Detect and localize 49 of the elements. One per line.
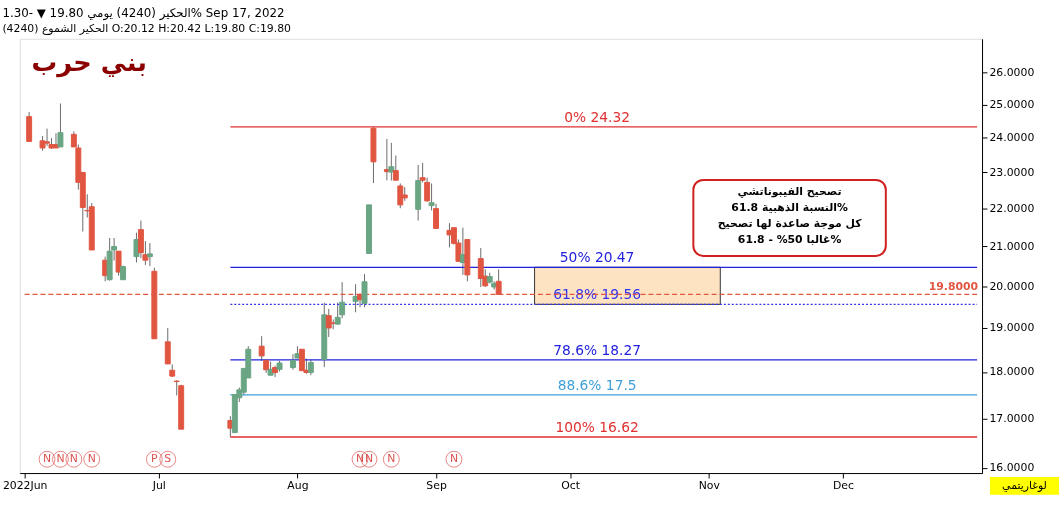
y-tick-label: 18.0000 [989, 365, 1035, 379]
ref-line-label: 0% 24.32 [564, 109, 631, 125]
annotation: N [42, 452, 52, 466]
annotation: N [449, 452, 458, 466]
annotation: N [387, 452, 396, 466]
y-tick-label: 24.0000 [989, 131, 1035, 145]
y-tick-label: 23.0000 [989, 165, 1035, 179]
x-tick-label: Aug [287, 479, 309, 493]
annotation: N [69, 452, 78, 466]
chart-title: الحكير (4240) يومي 19.80 ▼ -1.30% Sep 17, 2022 [2, 6, 285, 22]
annotation: بني حرب [31, 47, 147, 79]
candlestick [388, 142, 395, 182]
ref-line-label: 78.6% 18.27 [553, 341, 641, 358]
annotation: N [87, 452, 96, 466]
annotation: P [151, 452, 159, 466]
ref-line-label: 19.8000 [928, 280, 979, 294]
annotation: N [56, 452, 65, 466]
x-tick-label: Dec [832, 479, 854, 493]
candlestick [298, 348, 305, 372]
x-tick-label: Oct [561, 479, 581, 493]
y-tick-label: 17.0000 [989, 412, 1035, 426]
annotation: S [164, 452, 172, 466]
chart-subtitle: الحكير الشموع (4240) O:20.12 H:20.42 L:19.80 C:19.80 [2, 21, 292, 35]
y-tick-label: 26.0000 [989, 65, 1035, 79]
candlestick [258, 335, 265, 362]
y-tick-label: 16.0000 [989, 461, 1035, 475]
x-tick-label: 2022Jun [2, 479, 48, 493]
annotation: N [364, 452, 374, 466]
annotation: N [355, 452, 365, 466]
candlestick [352, 283, 359, 313]
y-tick-label: 21.0000 [989, 239, 1035, 253]
y-tick-label: 19.0000 [989, 321, 1035, 335]
y-tick-label: 20.0000 [989, 279, 1035, 293]
candlestick [57, 103, 64, 148]
y-tick-label: 25.0000 [989, 97, 1035, 111]
x-tick-label: Jul [151, 479, 166, 493]
candlestick [290, 353, 296, 371]
ref-line-label: 50% 20.47 [559, 249, 635, 266]
x-tick-label: Sep [426, 479, 447, 493]
ref-line-label: 88.6% 17.5 [557, 377, 637, 394]
y-tick-label: 22.0000 [989, 202, 1035, 216]
candlestick [146, 242, 153, 267]
ref-line-label: 61.8% 19.56 [553, 286, 641, 303]
text: لوغاريتمي [1002, 478, 1047, 492]
candlestick [428, 182, 435, 211]
x-tick-label: Nov [698, 479, 721, 493]
annotation: تصحيح الفيبوناتشي النسبة الذهبية 61.8% كل موجة صاعدة لها تصحيح غالبا 50% - 61.8% [717, 185, 863, 246]
ref-line-label: 100% 16.62 [555, 419, 639, 436]
candlestick [361, 273, 368, 308]
